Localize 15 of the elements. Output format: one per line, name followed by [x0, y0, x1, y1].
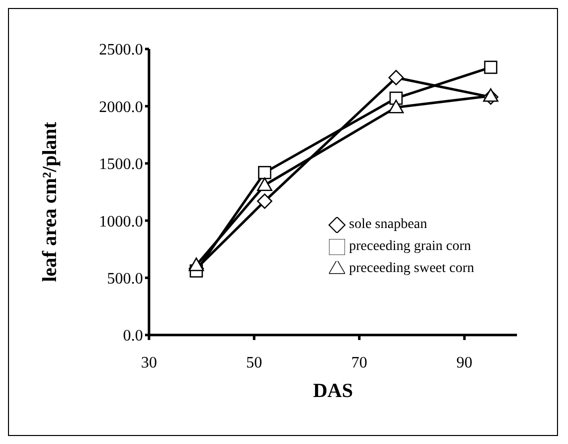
legend-label: preceeding grain corn — [349, 239, 472, 254]
x-tick-label: 50 — [246, 354, 262, 372]
legend-label: sole snapbean — [349, 217, 428, 232]
y-tick-label: 1500.0 — [99, 156, 143, 174]
y-tick-label: 2000.0 — [99, 98, 143, 116]
y-tick-label: 0.0 — [123, 328, 143, 345]
y-tick-label: 2500.0 — [99, 42, 143, 59]
legend-label: preceeding sweet corn — [349, 261, 474, 276]
y-tick-label: 500.0 — [107, 270, 143, 288]
x-tick-label: 30 — [141, 354, 157, 372]
y-axis-title: leaf area cm²/plant — [39, 122, 62, 282]
y-tick-label: 1000.0 — [99, 213, 143, 230]
x-tick-label: 70 — [351, 354, 368, 372]
x-tick-label: 90 — [456, 354, 472, 372]
x-axis-title: DAS — [312, 380, 354, 402]
